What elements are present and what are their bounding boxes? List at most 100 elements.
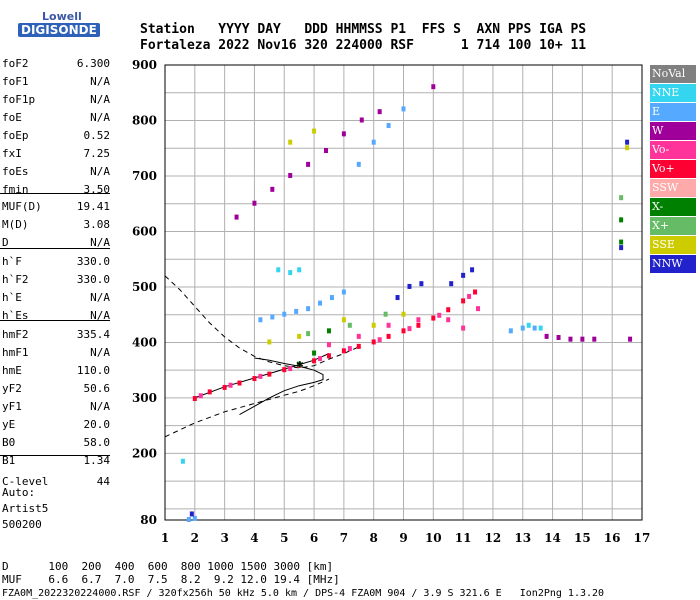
- param-value: 335.4: [76, 328, 110, 341]
- echo-point: [401, 311, 406, 317]
- header-labels: Station YYYY DAY DDD HHMMSS P1 FFS S AXN…: [140, 22, 587, 37]
- param-key: C-level: [2, 475, 49, 488]
- echo-point: [329, 295, 334, 301]
- echo-point: [180, 458, 185, 464]
- echo-point: [449, 281, 454, 287]
- param-row: yF2 50.6: [2, 382, 110, 400]
- param-key: B1: [2, 454, 16, 467]
- echo-point: [326, 353, 331, 359]
- echo-point: [267, 371, 272, 377]
- param-value: 3.08: [83, 218, 111, 231]
- echo-point: [407, 326, 412, 332]
- echo-point: [470, 267, 475, 273]
- y-tick-label: 80: [140, 513, 157, 527]
- param-value: 0.52: [83, 129, 111, 142]
- profile-curve: [239, 357, 324, 416]
- param-key: M(D): [2, 218, 29, 231]
- echo-point: [341, 317, 346, 323]
- param-row: D N/A: [2, 236, 110, 254]
- x-tick-label: 1: [161, 531, 169, 545]
- param-row: h`F2 330.0: [2, 273, 110, 291]
- y-tick-label: 600: [132, 224, 157, 238]
- echo-point: [407, 283, 412, 289]
- echo-point: [461, 272, 466, 278]
- echo-point: [356, 333, 361, 339]
- echo-point: [312, 358, 317, 364]
- echo-point: [282, 367, 287, 373]
- param-value: 7.25: [83, 147, 111, 160]
- echo-point: [371, 339, 376, 345]
- echo-point: [371, 139, 376, 145]
- legend-item: SSW: [650, 179, 696, 197]
- param-key: B0: [2, 436, 16, 449]
- fof2-marker: *: [296, 359, 304, 375]
- echo-point: [476, 306, 481, 312]
- param-row: yF1 N/A: [2, 400, 110, 418]
- param-row: hmF1 N/A: [2, 346, 110, 364]
- echo-point: [619, 245, 624, 251]
- legend-item: SSE: [650, 236, 696, 254]
- param-separator: [0, 248, 110, 249]
- echo-point: [189, 511, 194, 517]
- echo-point: [628, 336, 633, 342]
- param-value: N/A: [90, 400, 110, 413]
- echo-point: [306, 331, 311, 337]
- param-key: fxI: [2, 147, 22, 160]
- echo-point: [619, 239, 624, 245]
- echo-point: [222, 384, 227, 390]
- echo-point: [270, 186, 275, 192]
- legend-item: E: [650, 103, 696, 121]
- param-value: 330.0: [76, 255, 110, 268]
- param-value: 50.6: [83, 382, 111, 395]
- auto-system: Artist5: [2, 502, 49, 515]
- echo-point: [326, 342, 331, 348]
- echo-point: [520, 325, 525, 331]
- param-key: D: [2, 236, 9, 249]
- param-key: foF1: [2, 75, 29, 88]
- x-tick-label: 12: [485, 531, 502, 545]
- x-tick-label: 6: [310, 531, 318, 545]
- param-value: 1.34: [83, 454, 111, 467]
- param-row: MUF(D) 19.41: [2, 200, 110, 218]
- echo-point: [377, 337, 382, 343]
- param-row: foE N/A: [2, 111, 110, 129]
- param-key: foEs: [2, 165, 29, 178]
- echo-point: [341, 348, 346, 354]
- echo-point: [312, 350, 317, 356]
- param-value: 20.0: [83, 418, 111, 431]
- param-key: foF1p: [2, 93, 36, 106]
- param-row: B0 58.0: [2, 436, 110, 454]
- echo-point: [356, 161, 361, 167]
- param-value: N/A: [90, 309, 110, 322]
- param-key: hmF1: [2, 346, 29, 359]
- x-tick-label: 10: [425, 531, 442, 545]
- param-row: foF2 6.300: [2, 57, 110, 75]
- echo-point: [526, 322, 531, 328]
- y-tick-label: 500: [132, 280, 157, 294]
- param-key: yE: [2, 418, 16, 431]
- param-value: 6.300: [76, 57, 110, 70]
- plot-frame: [164, 64, 643, 521]
- param-key: h`E: [2, 291, 22, 304]
- param-row: foF1p N/A: [2, 93, 110, 111]
- echo-point: [237, 380, 242, 386]
- echo-point: [312, 128, 317, 134]
- echo-point: [544, 333, 549, 339]
- param-row: h`Es N/A: [2, 309, 110, 327]
- param-value: 58.0: [83, 436, 111, 449]
- auto-version: 500200: [2, 518, 42, 531]
- footer-file-info: FZA0M_2022320224000.RSF / 320fx256h 50 k…: [2, 588, 605, 599]
- echo-point: [347, 322, 352, 328]
- legend-item: NNE: [650, 84, 696, 102]
- x-tick-label: 16: [604, 531, 621, 545]
- echo-point: [288, 172, 293, 178]
- echo-point: [341, 289, 346, 295]
- footer-distance-row: D 100 200 400 600 800 1000 1500 3000 [km…: [2, 560, 334, 573]
- echo-point: [288, 139, 293, 145]
- echo-point: [252, 200, 257, 206]
- echo-point: [625, 145, 630, 151]
- header-values: Fortaleza 2022 Nov16 320 224000 RSF 1 71…: [140, 38, 587, 53]
- y-tick-label: 700: [132, 169, 157, 183]
- param-value: N/A: [90, 93, 110, 106]
